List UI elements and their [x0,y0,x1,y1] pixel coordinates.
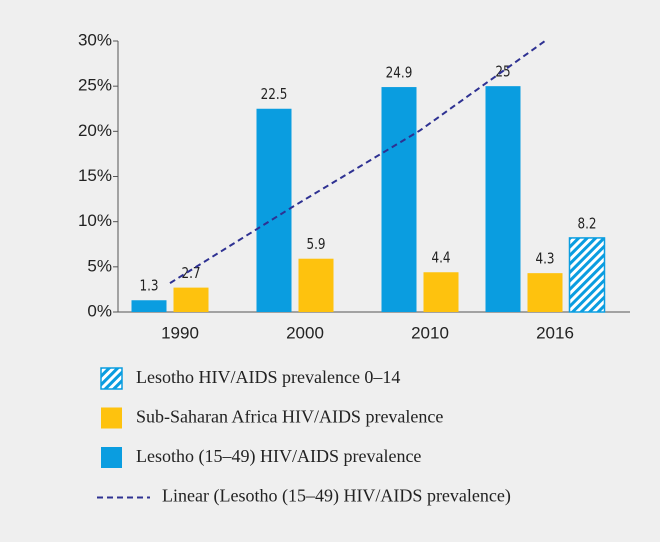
x-tick-label: 2010 [411,323,449,342]
value-label: 24.9 [386,64,413,82]
bar [256,108,292,312]
legend-label: Linear (Lesotho (15–49) HIV/AIDS prevale… [162,486,511,507]
value-label: 22.5 [261,86,288,104]
x-tick-label: 1990 [161,323,199,342]
y-tick-label: 0% [87,301,112,320]
bar [568,237,606,313]
bar [485,86,521,313]
value-label: 4.3 [535,250,554,268]
y-tick-label: 25% [78,76,112,95]
bar [381,87,417,312]
y-tick-label: 5% [87,256,112,275]
legend-swatch [101,447,122,468]
bar [173,287,209,312]
legend-label: Sub-Saharan Africa HIV/AIDS prevalence [136,407,443,427]
legend-swatch [101,407,122,429]
x-tick-label: 2000 [286,323,324,342]
x-tick-label: 2016 [536,323,574,342]
bar [131,300,167,312]
value-label: 1.3 [139,277,158,295]
legend-label: Lesotho HIV/AIDS prevalence 0–14 [136,367,400,387]
y-tick-label: 15% [78,166,112,185]
y-tick-label: 20% [78,121,112,140]
value-label: 8.2 [577,215,596,233]
bar [298,258,334,312]
legend-swatch [100,367,123,390]
y-tick-label: 30% [78,30,112,49]
trend-line [169,40,546,284]
bar [423,272,459,312]
y-tick-label: 10% [78,211,112,230]
bar [527,273,563,312]
legend-label: Lesotho (15–49) HIV/AIDS prevalence [136,446,421,467]
value-label: 4.4 [431,249,450,267]
value-label: 2.7 [181,265,200,283]
value-label: 5.9 [306,236,325,254]
